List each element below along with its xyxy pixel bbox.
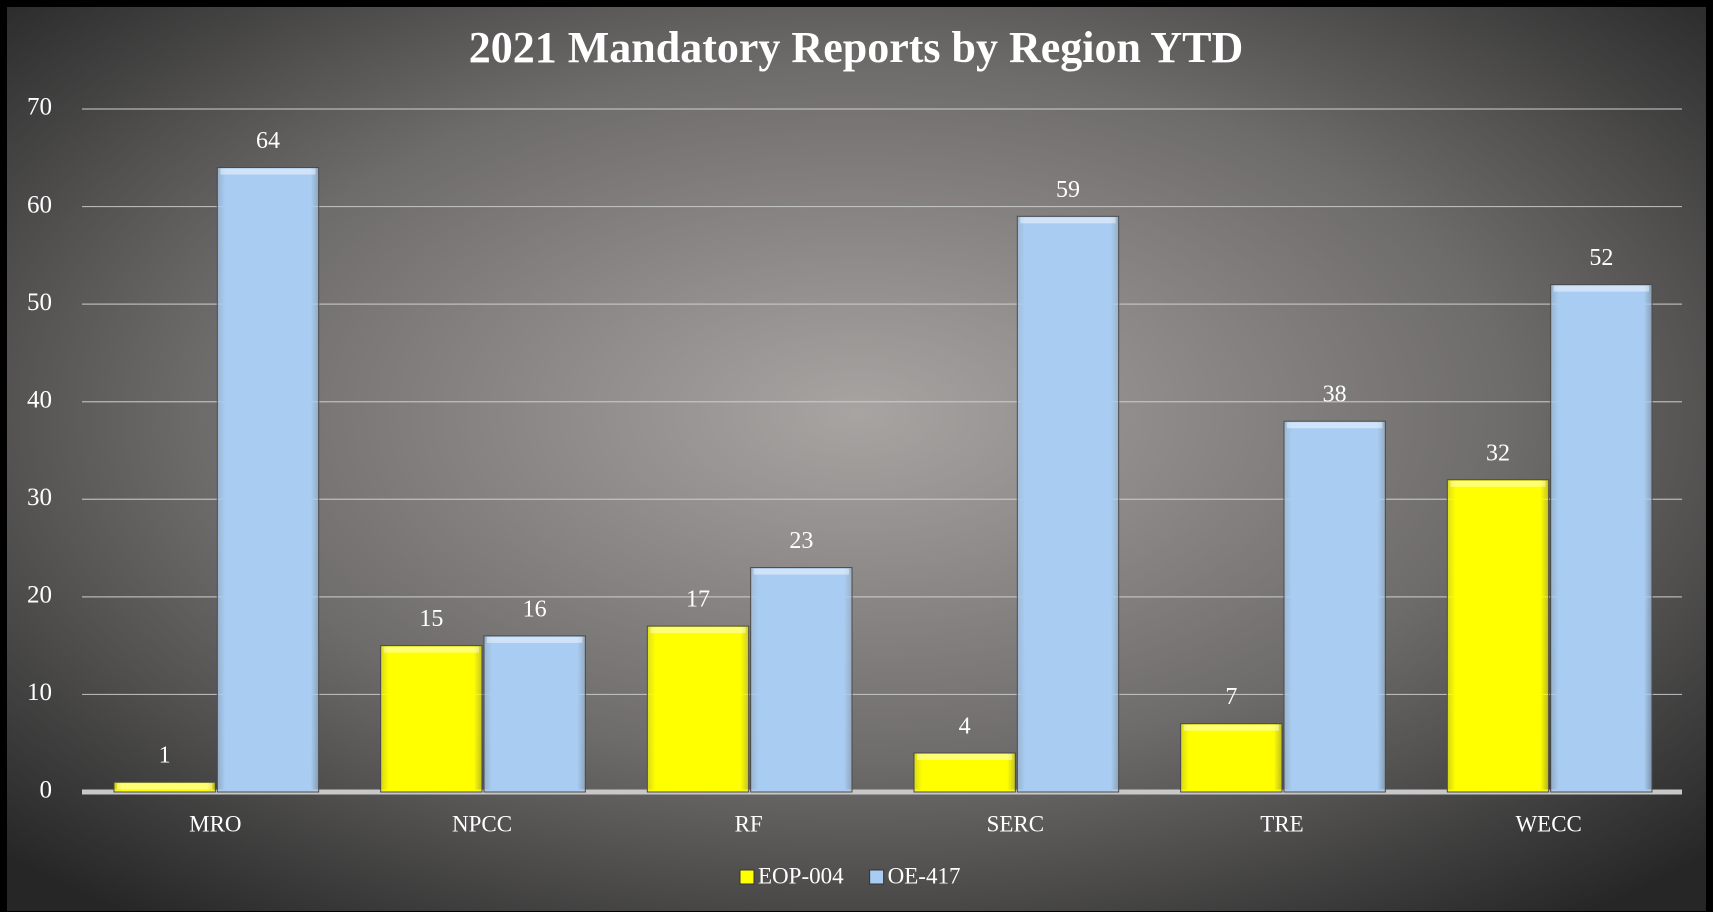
x-tick-label: WECC bbox=[1515, 811, 1581, 836]
data-label: 1 bbox=[159, 743, 171, 769]
bar-highlight bbox=[1183, 724, 1279, 731]
data-label: 17 bbox=[686, 587, 710, 613]
data-label: 15 bbox=[419, 606, 443, 632]
legend-swatch bbox=[869, 869, 885, 885]
y-tick-label: 40 bbox=[27, 386, 52, 413]
bar bbox=[1550, 284, 1653, 793]
bar bbox=[216, 167, 320, 793]
bar bbox=[646, 625, 750, 793]
bar-highlight bbox=[1287, 422, 1383, 429]
y-tick-label: 30 bbox=[27, 484, 52, 511]
y-tick-label: 60 bbox=[27, 191, 52, 218]
y-tick-label: 10 bbox=[27, 679, 52, 706]
bar bbox=[1180, 723, 1283, 793]
data-label: 52 bbox=[1589, 245, 1613, 271]
bar-highlight bbox=[1020, 217, 1116, 224]
data-label: 64 bbox=[256, 128, 280, 154]
legend-label: EOP-004 bbox=[758, 863, 844, 888]
x-tick-label: NPCC bbox=[452, 811, 512, 836]
bar bbox=[1016, 215, 1120, 793]
data-label: 38 bbox=[1323, 382, 1347, 408]
bar-highlight bbox=[1553, 285, 1649, 292]
bar bbox=[1446, 479, 1550, 793]
bar bbox=[1283, 420, 1386, 793]
bar bbox=[750, 567, 853, 793]
bar bbox=[113, 781, 216, 793]
data-label: 23 bbox=[789, 528, 813, 554]
bar-highlight bbox=[1450, 480, 1546, 487]
x-tick-label: MRO bbox=[189, 811, 241, 836]
x-tick-label: TRE bbox=[1260, 811, 1303, 836]
bar-highlight bbox=[917, 753, 1013, 760]
data-label: 16 bbox=[523, 596, 547, 622]
bar-highlight bbox=[383, 646, 479, 653]
chart-title: 2021 Mandatory Reports by Region YTD bbox=[469, 23, 1243, 72]
x-tick-label: RF bbox=[735, 811, 763, 836]
bar-highlight bbox=[487, 636, 583, 643]
data-label: 7 bbox=[1225, 684, 1237, 710]
bar bbox=[483, 635, 586, 793]
bar-highlight bbox=[650, 627, 746, 634]
y-tick-label: 50 bbox=[27, 289, 52, 316]
legend-swatch bbox=[739, 869, 755, 885]
x-tick-label: SERC bbox=[987, 811, 1045, 836]
y-tick-label: 0 bbox=[40, 777, 53, 804]
data-label: 4 bbox=[959, 713, 971, 739]
bar-highlight bbox=[117, 783, 213, 790]
data-label: 32 bbox=[1486, 440, 1510, 466]
bar-highlight bbox=[220, 168, 316, 175]
data-label: 59 bbox=[1056, 177, 1080, 203]
legend-label: OE-417 bbox=[888, 863, 961, 888]
bar bbox=[913, 752, 1016, 793]
y-tick-label: 20 bbox=[27, 582, 52, 609]
bar-highlight bbox=[753, 568, 849, 575]
y-tick-label: 70 bbox=[27, 94, 52, 121]
bar bbox=[380, 645, 483, 793]
